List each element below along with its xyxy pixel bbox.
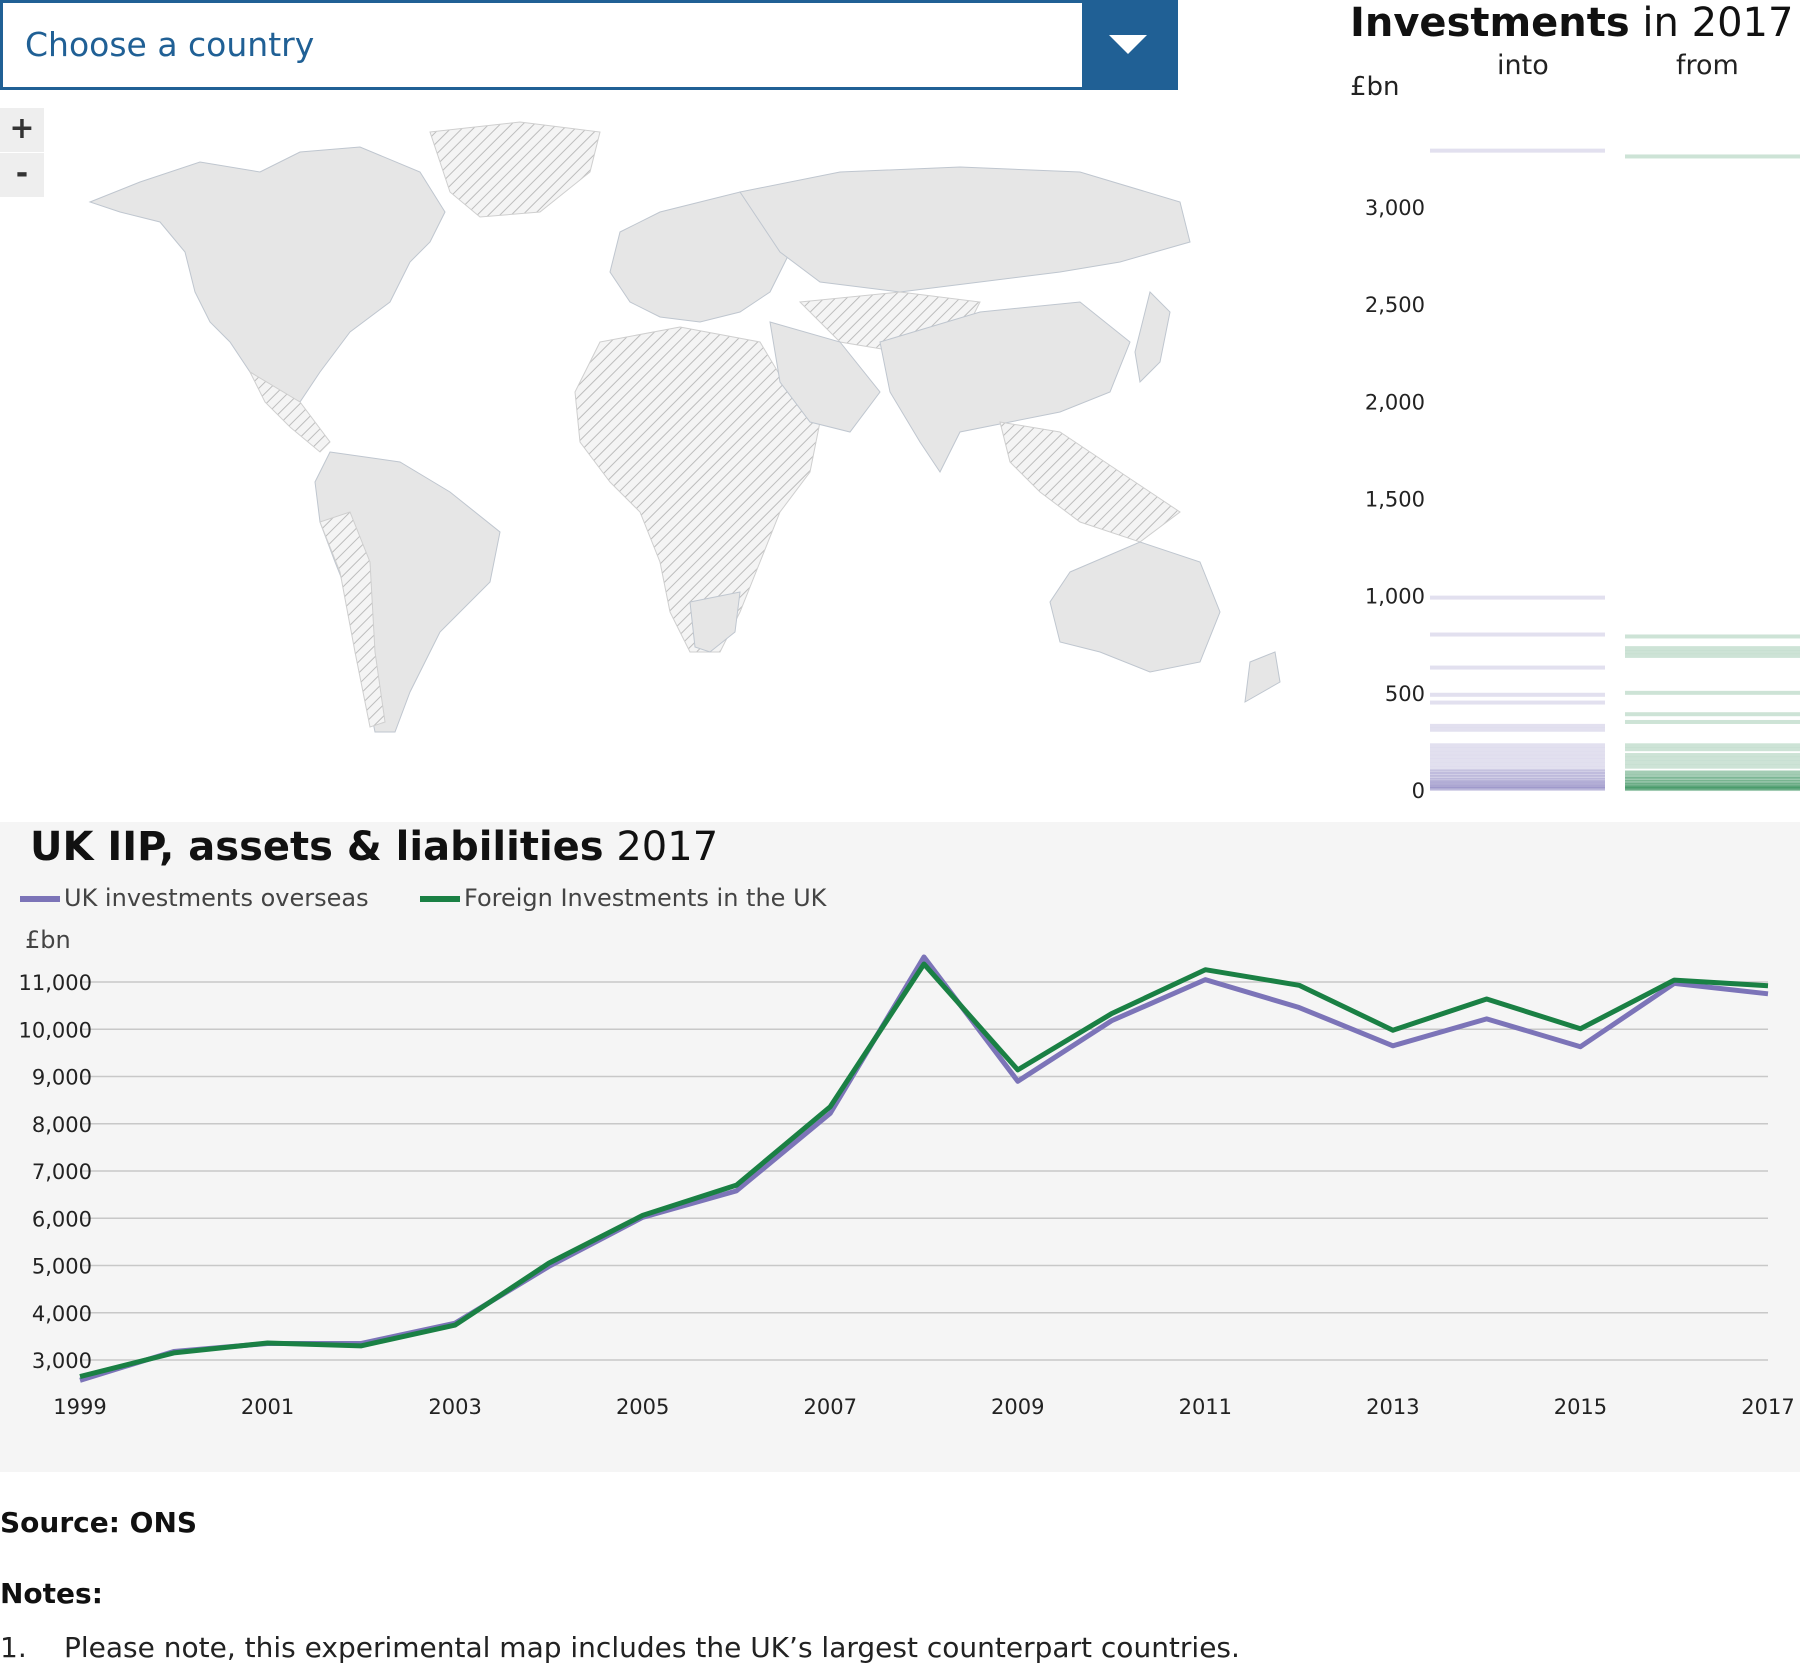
investments-from-strip[interactable] — [1625, 771, 1800, 775]
iip-x-tick: 2015 — [1554, 1395, 1607, 1419]
investments-from-strip[interactable] — [1625, 654, 1800, 658]
investments-into-strip[interactable] — [1430, 666, 1605, 670]
investments-from-strip[interactable] — [1625, 787, 1800, 791]
chevron-down-icon — [1109, 35, 1147, 55]
investments-into-strip[interactable] — [1430, 149, 1605, 153]
investments-into-strip[interactable] — [1430, 751, 1605, 755]
iip-x-tick: 2007 — [803, 1395, 856, 1419]
legend-uk-label: UK investments overseas — [64, 884, 369, 912]
investments-title-bold: Investments — [1350, 0, 1630, 46]
notes-title: Notes: — [0, 1577, 103, 1610]
investments-from-strip[interactable] — [1625, 650, 1800, 654]
investments-from-strip[interactable] — [1625, 691, 1800, 695]
investments-into-strip[interactable] — [1430, 701, 1605, 705]
investments-from-strip[interactable] — [1625, 720, 1800, 724]
legend-foreign-swatch — [420, 896, 460, 902]
iip-y-tick: 6,000 — [32, 1207, 92, 1231]
investments-into-strip[interactable] — [1430, 728, 1605, 732]
iip-y-tick: 5,000 — [32, 1255, 92, 1279]
investments-from-strip[interactable] — [1625, 765, 1800, 769]
investments-into-strip[interactable] — [1430, 755, 1605, 759]
investments-into-strip[interactable] — [1430, 693, 1605, 697]
investments-from-strip[interactable] — [1625, 646, 1800, 650]
iip-y-tick: 4,000 — [32, 1302, 92, 1326]
map-country-australia[interactable] — [1050, 542, 1220, 672]
iip-y-tick: 3,000 — [32, 1349, 92, 1373]
investments-y-tick: 0 — [1412, 779, 1425, 803]
investments-title: Investments in 2017 — [1350, 0, 1793, 46]
legend-foreign-label: Foreign Investments in the UK — [464, 884, 826, 912]
country-select-label: Choose a country — [25, 25, 314, 64]
iip-y-tick: 8,000 — [32, 1113, 92, 1137]
map-region-north-america[interactable] — [90, 147, 445, 402]
investments-into-strip[interactable] — [1430, 763, 1605, 767]
investments-y-tick: 2,000 — [1365, 390, 1425, 414]
investments-into-label: into — [1497, 50, 1549, 81]
iip-title: UK IIP, assets & liabilities 2017 — [30, 824, 718, 870]
investments-from-strip[interactable] — [1625, 761, 1800, 765]
investments-from-strip[interactable] — [1625, 757, 1800, 761]
iip-x-tick: 2001 — [241, 1395, 294, 1419]
investments-into-strip[interactable] — [1430, 747, 1605, 751]
investments-y-tick: 3,000 — [1365, 196, 1425, 220]
investments-from-strip[interactable] — [1625, 747, 1800, 751]
investments-strip-chart[interactable]: 0 500 1,000 1,500 2,000 2,500 3,000 — [1340, 120, 1800, 810]
investments-into-strip[interactable] — [1430, 596, 1605, 600]
map-country-greenland[interactable] — [430, 122, 600, 217]
investments-from-strip[interactable] — [1625, 154, 1800, 158]
investments-into-strip[interactable] — [1430, 724, 1605, 728]
investments-title-year: in 2017 — [1630, 0, 1794, 46]
iip-x-tick: 2009 — [991, 1395, 1044, 1419]
investments-y-tick: 1,500 — [1365, 488, 1425, 512]
investments-y-tick: 1,000 — [1365, 585, 1425, 609]
note-text: Please note, this experimental map inclu… — [64, 1631, 1240, 1664]
iip-x-tick: 2017 — [1741, 1395, 1794, 1419]
investments-into-strip[interactable] — [1430, 787, 1605, 791]
investments-from-label: from — [1676, 50, 1739, 81]
series-uk-investments-line[interactable] — [80, 957, 1768, 1380]
iip-title-bold: UK IIP, assets & liabilities — [30, 824, 604, 870]
iip-y-tick: 10,000 — [19, 1018, 92, 1042]
iip-line-chart[interactable]: 3,000 4,000 5,000 6,000 7,000 8,000 9,000 10,00… — [0, 940, 1800, 1430]
investments-from-strip[interactable] — [1625, 743, 1800, 747]
iip-x-tick: 2013 — [1366, 1395, 1419, 1419]
legend-uk-swatch — [20, 896, 60, 902]
investments-from-strip[interactable] — [1625, 753, 1800, 757]
map-country-southern-africa[interactable] — [690, 592, 740, 652]
legend-uk-investments: UK investments overseas — [20, 884, 369, 912]
iip-x-tick: 2003 — [428, 1395, 481, 1419]
map-region-south-america[interactable] — [315, 452, 500, 732]
legend-foreign-investments: Foreign Investments in the UK — [420, 884, 826, 912]
map-country-japan[interactable] — [1135, 292, 1170, 382]
investments-y-tick: 2,500 — [1365, 293, 1425, 317]
iip-x-tick: 1999 — [53, 1395, 106, 1419]
note-number: 1. — [0, 1631, 27, 1664]
investments-into-strip[interactable] — [1430, 743, 1605, 747]
investments-unit: £bn — [1350, 72, 1400, 102]
country-select-toggle[interactable] — [1082, 3, 1175, 87]
investments-into-strip[interactable] — [1430, 759, 1605, 763]
iip-y-tick: 7,000 — [32, 1160, 92, 1184]
map-region-russia[interactable] — [740, 167, 1190, 292]
world-map[interactable] — [0, 92, 1320, 792]
investments-from-strip[interactable] — [1625, 634, 1800, 638]
map-region-southeast-asia[interactable] — [1000, 422, 1180, 542]
iip-x-tick: 2011 — [1179, 1395, 1232, 1419]
iip-x-tick: 2005 — [616, 1395, 669, 1419]
map-country-new-zealand[interactable] — [1245, 652, 1280, 702]
iip-title-year: 2017 — [604, 824, 719, 870]
investments-y-tick: 500 — [1385, 682, 1425, 706]
investments-from-strip[interactable] — [1625, 712, 1800, 716]
iip-y-tick: 9,000 — [32, 1066, 92, 1090]
country-select[interactable]: Choose a country — [0, 0, 1178, 90]
source-text: Source: ONS — [0, 1506, 197, 1539]
investments-into-strip[interactable] — [1430, 633, 1605, 637]
iip-y-tick: 11,000 — [19, 971, 92, 995]
